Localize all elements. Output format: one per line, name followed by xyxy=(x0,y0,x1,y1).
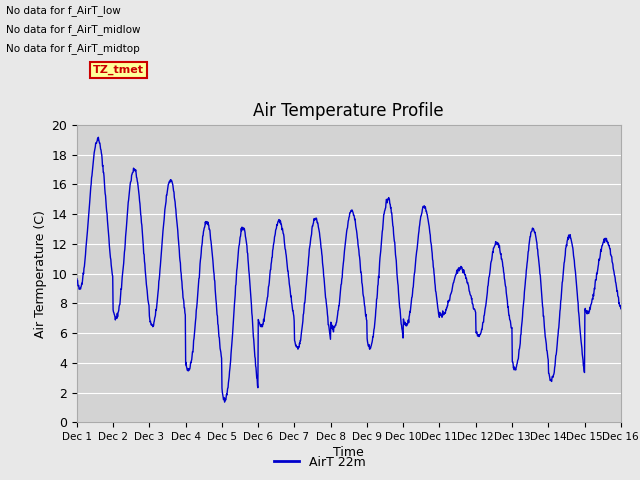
Title: Air Temperature Profile: Air Temperature Profile xyxy=(253,102,444,120)
Legend: AirT 22m: AirT 22m xyxy=(269,451,371,474)
Text: No data for f_AirT_low: No data for f_AirT_low xyxy=(6,5,121,16)
Text: TZ_tmet: TZ_tmet xyxy=(93,65,144,75)
Y-axis label: Air Termperature (C): Air Termperature (C) xyxy=(34,210,47,337)
Text: No data for f_AirT_midlow: No data for f_AirT_midlow xyxy=(6,24,141,35)
Text: No data for f_AirT_midtop: No data for f_AirT_midtop xyxy=(6,43,140,54)
X-axis label: Time: Time xyxy=(333,446,364,459)
